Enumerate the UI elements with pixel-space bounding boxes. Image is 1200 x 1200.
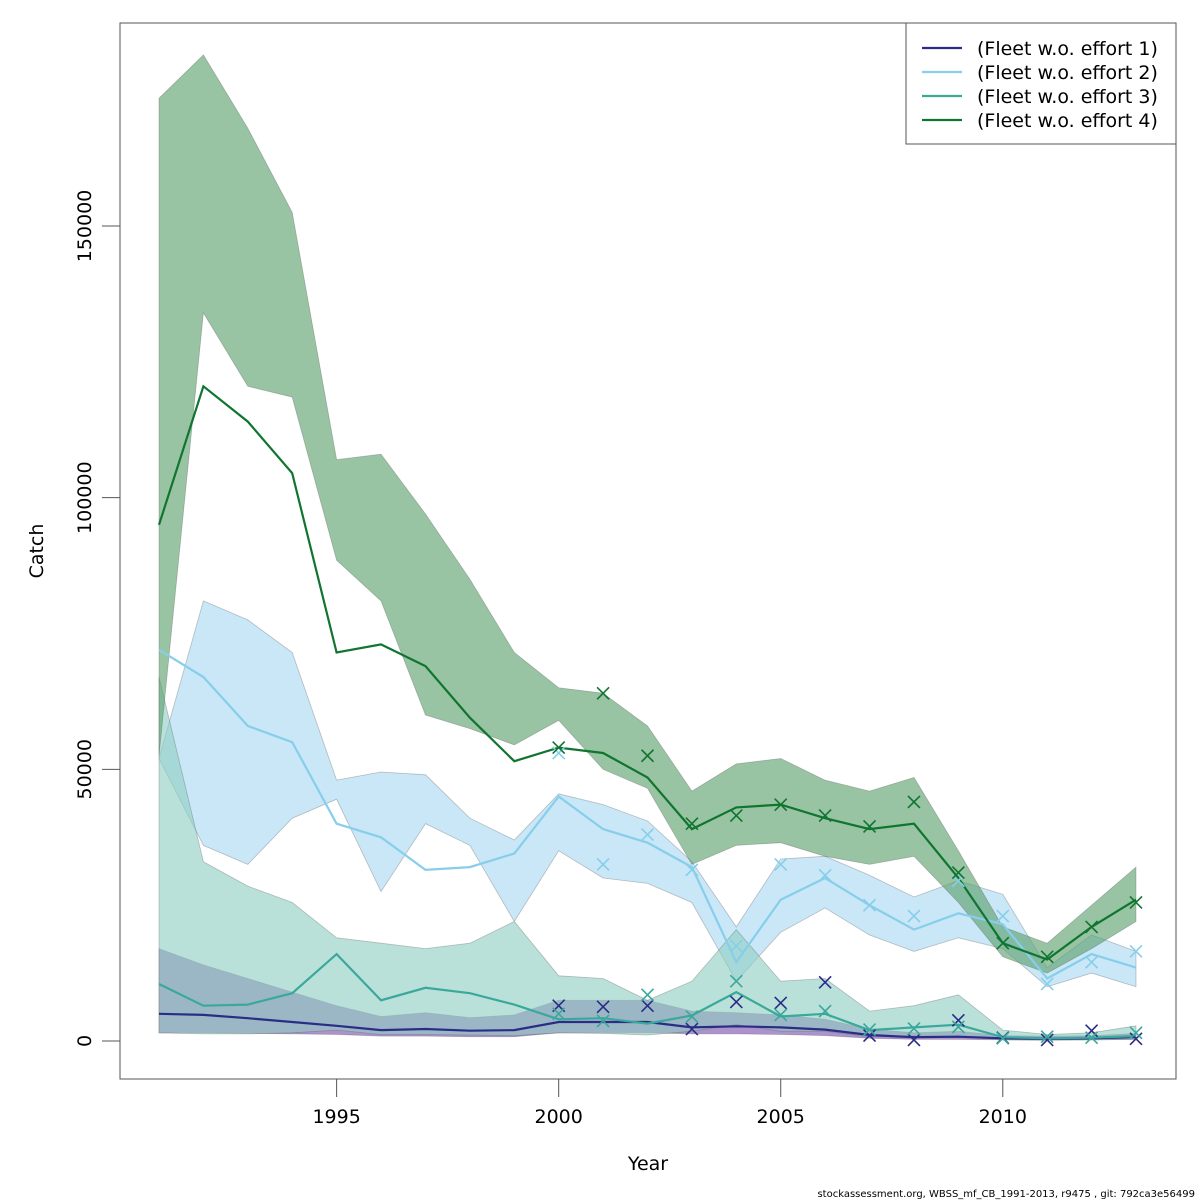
legend-item: (Fleet w.o. effort 1) <box>922 38 1158 60</box>
observation-marker <box>996 936 1010 950</box>
observation-marker <box>862 1023 877 1037</box>
observation-marker <box>1040 1030 1054 1044</box>
observation-marker <box>729 974 743 988</box>
legend-box <box>905 22 1177 145</box>
observation-marker <box>1085 1031 1099 1045</box>
y-axis-label: Catch <box>26 524 48 579</box>
legend-item: (Fleet w.o. effort 4) <box>922 110 1158 132</box>
observation-marker <box>818 975 832 989</box>
observation-marker <box>907 795 921 809</box>
x-tick-label: 2010 <box>979 1106 1027 1128</box>
x-axis-label: Year <box>627 1153 668 1175</box>
observation-marker <box>640 749 655 763</box>
x-tick-label: 2005 <box>757 1106 805 1128</box>
observation-marker <box>685 1009 699 1024</box>
observation-marker <box>685 817 699 831</box>
x-tick-label: 1995 <box>312 1106 360 1128</box>
observation-marker <box>640 988 655 1002</box>
observation-marker <box>1085 920 1099 934</box>
observation-marker <box>640 999 655 1013</box>
observation-marker <box>774 857 788 871</box>
observation-marker <box>907 1021 921 1036</box>
observation-marker <box>996 909 1010 923</box>
fit-line-1 <box>158 1012 1137 1040</box>
observation-marker <box>996 1031 1010 1045</box>
observation-marker <box>818 1004 832 1018</box>
observation-marker <box>552 1007 566 1021</box>
legend-label: (Fleet w.o. effort 1) <box>977 38 1158 60</box>
observation-marker <box>729 995 743 1009</box>
observation-marker <box>774 996 788 1010</box>
observation-marker <box>951 1020 965 1034</box>
confidence-bands <box>158 54 1137 1041</box>
observation-marker <box>862 898 877 912</box>
observation-marker <box>1085 955 1099 969</box>
observation-marker <box>907 1033 921 1047</box>
observation-marker <box>1040 950 1054 964</box>
fit-line-4 <box>157 384 1137 961</box>
fit-line-2 <box>158 648 1137 980</box>
legend-label: (Fleet w.o. effort 3) <box>977 86 1158 108</box>
observation-marker <box>774 1008 788 1022</box>
observation-marker <box>818 868 832 882</box>
y-tick-label: 100000 <box>74 461 96 534</box>
observation-marker <box>596 1000 610 1014</box>
observation-marker <box>1129 944 1143 958</box>
fit-line-3 <box>158 952 1137 1040</box>
legend-item: (Fleet w.o. effort 2) <box>922 62 1158 84</box>
observation-marker <box>862 1029 877 1043</box>
confidence-band-4 <box>158 54 1137 974</box>
observation-marker <box>1129 1032 1143 1046</box>
x-axis: 1995 2000 2005 2010 <box>312 1078 1027 1128</box>
observation-marker <box>818 808 832 823</box>
observation-marker <box>552 746 566 760</box>
observation-marker <box>1129 1026 1143 1040</box>
observation-marker <box>729 939 743 953</box>
x-tick-label: 2000 <box>535 1106 583 1128</box>
observation-marker <box>640 827 655 842</box>
observation-marker <box>1040 977 1054 991</box>
observation-marker <box>774 798 788 812</box>
y-tick-label: 150000 <box>74 190 96 263</box>
legend-item: (Fleet w.o. effort 3) <box>922 86 1158 108</box>
observation-marker <box>951 1013 965 1027</box>
observation-marker <box>951 866 965 880</box>
y-tick-label: 0 <box>74 1035 96 1047</box>
confidence-band-2 <box>158 600 1137 988</box>
observation-marker <box>596 1014 610 1028</box>
observation-marker <box>1040 1033 1054 1047</box>
y-axis: 0 50000 100000 150000 <box>74 190 121 1047</box>
legend: (Fleet w.o. effort 1)(Fleet w.o. effort … <box>905 22 1177 145</box>
observation-markers <box>552 686 1143 1047</box>
legend-label: (Fleet w.o. effort 4) <box>977 110 1158 132</box>
legend-label: (Fleet w.o. effort 2) <box>977 62 1158 84</box>
observation-marker <box>862 819 877 833</box>
observation-marker <box>596 686 610 700</box>
observation-marker <box>907 909 921 923</box>
observation-marker <box>685 863 699 877</box>
observation-marker <box>1129 895 1143 910</box>
y-tick-label: 50000 <box>74 739 96 799</box>
observation-marker <box>552 741 566 755</box>
observation-marker <box>596 857 610 871</box>
fit-lines <box>157 384 1137 1040</box>
observation-marker <box>685 1022 699 1036</box>
observation-marker <box>729 808 743 823</box>
footer-credit: stockassessment.org, WBSS_mf_CB_1991-201… <box>817 1189 1195 1200</box>
